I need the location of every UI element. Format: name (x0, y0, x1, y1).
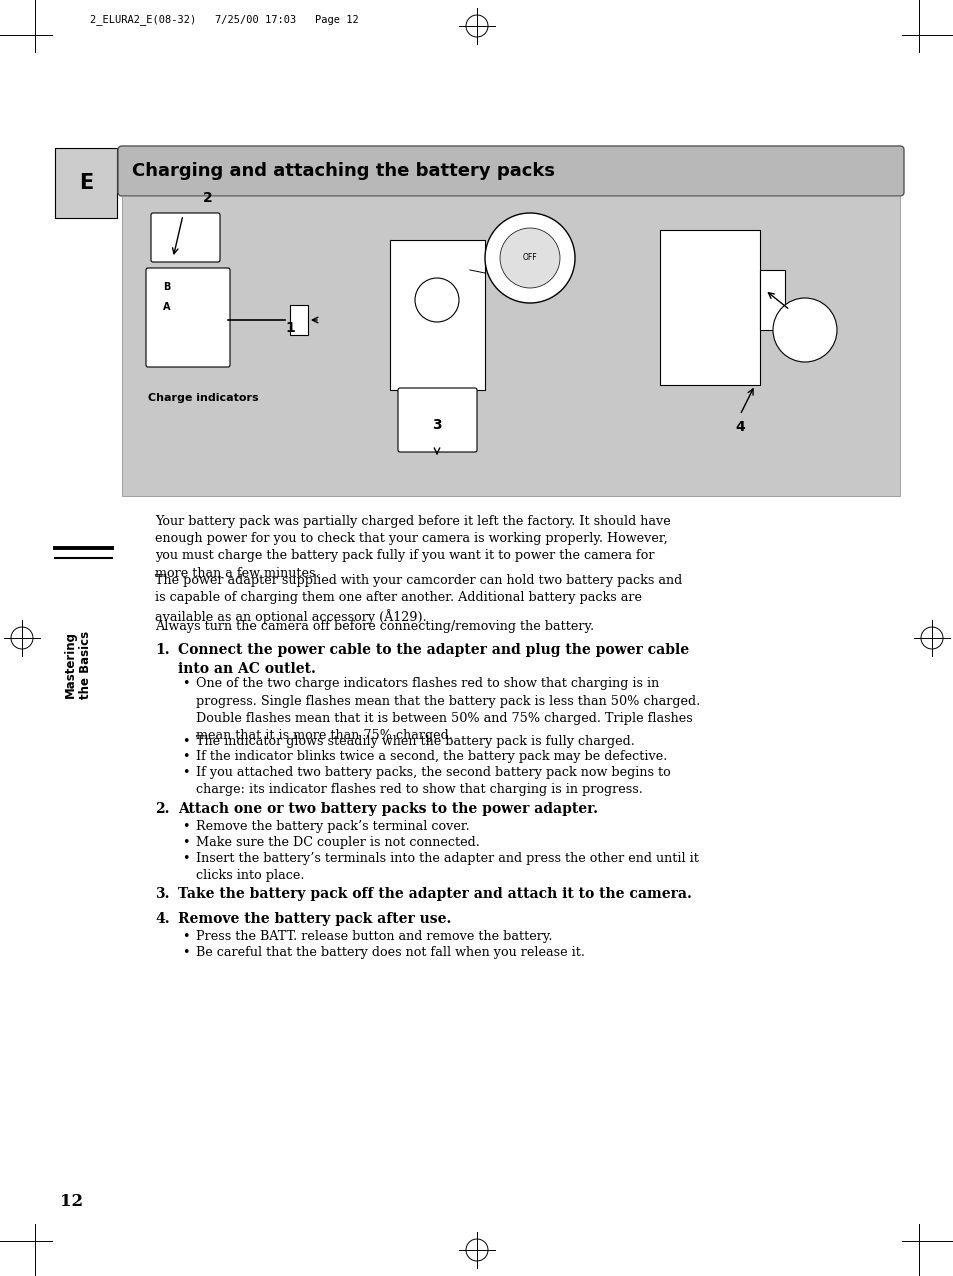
Text: •: • (182, 766, 190, 780)
Text: Take the battery pack off the adapter and attach it to the camera.: Take the battery pack off the adapter an… (178, 888, 691, 902)
Text: The power adapter supplied with your camcorder can hold two battery packs and
is: The power adapter supplied with your cam… (154, 574, 681, 624)
Text: 2.: 2. (154, 801, 170, 815)
Circle shape (484, 213, 575, 302)
Circle shape (415, 278, 458, 322)
Text: Connect the power cable to the adapter and plug the power cable
into an AC outle: Connect the power cable to the adapter a… (178, 643, 688, 675)
Text: •: • (182, 947, 190, 960)
Text: 3.: 3. (154, 888, 170, 902)
Text: Make sure the DC coupler is not connected.: Make sure the DC coupler is not connecte… (195, 836, 479, 849)
Text: The indicator glows steadily when the battery pack is fully charged.: The indicator glows steadily when the ba… (195, 735, 634, 748)
Text: 4.: 4. (154, 912, 170, 926)
Text: Mastering
the Basics: Mastering the Basics (64, 630, 92, 699)
Text: Charge indicators: Charge indicators (148, 393, 258, 403)
Text: •: • (182, 820, 190, 833)
Text: •: • (182, 678, 190, 690)
Bar (122, 197, 899, 496)
Text: 3: 3 (432, 419, 441, 433)
FancyBboxPatch shape (397, 388, 476, 452)
Text: If you attached two battery packs, the second battery pack now begins to
charge:: If you attached two battery packs, the s… (195, 766, 670, 796)
Text: OFF: OFF (522, 254, 537, 263)
Text: A: A (163, 302, 171, 313)
Circle shape (499, 228, 559, 288)
Text: •: • (182, 852, 190, 865)
Text: 12: 12 (60, 1193, 83, 1210)
Bar (760, 271, 784, 330)
Bar (659, 230, 760, 385)
Text: 1.: 1. (154, 643, 170, 657)
Text: B: B (163, 282, 171, 292)
Text: Attach one or two battery packs to the power adapter.: Attach one or two battery packs to the p… (178, 801, 598, 815)
Text: •: • (182, 836, 190, 849)
Text: If the indicator blinks twice a second, the battery pack may be defective.: If the indicator blinks twice a second, … (195, 750, 667, 763)
Text: Insert the battery’s terminals into the adapter and press the other end until it: Insert the battery’s terminals into the … (195, 852, 699, 882)
Text: 1: 1 (285, 322, 294, 336)
Bar (290, 305, 308, 336)
Text: Remove the battery pack after use.: Remove the battery pack after use. (178, 912, 451, 926)
Text: •: • (182, 735, 190, 748)
Text: Your battery pack was partially charged before it left the factory. It should ha: Your battery pack was partially charged … (154, 516, 670, 579)
Bar (390, 240, 484, 390)
FancyBboxPatch shape (151, 213, 220, 262)
Text: 2: 2 (203, 191, 213, 205)
Text: 4: 4 (735, 420, 744, 434)
Text: E: E (79, 174, 93, 193)
Circle shape (772, 299, 836, 362)
FancyBboxPatch shape (146, 268, 230, 367)
Text: One of the two charge indicators flashes red to show that charging is in
progres: One of the two charge indicators flashes… (195, 678, 700, 743)
Bar (55, 148, 117, 218)
Text: Press the BATT. release button and remove the battery.: Press the BATT. release button and remov… (195, 930, 552, 943)
Text: •: • (182, 930, 190, 943)
FancyBboxPatch shape (118, 145, 903, 197)
Text: Charging and attaching the battery packs: Charging and attaching the battery packs (132, 162, 555, 180)
Text: •: • (182, 750, 190, 763)
Text: Be careful that the battery does not fall when you release it.: Be careful that the battery does not fal… (195, 947, 584, 960)
Text: 2_ELURA2_E(08-32)   7/25/00 17:03   Page 12: 2_ELURA2_E(08-32) 7/25/00 17:03 Page 12 (90, 14, 358, 26)
Text: Remove the battery pack’s terminal cover.: Remove the battery pack’s terminal cover… (195, 820, 469, 833)
Bar (55, 148, 117, 218)
Text: Always turn the camera off before connecting/removing the battery.: Always turn the camera off before connec… (154, 620, 594, 633)
